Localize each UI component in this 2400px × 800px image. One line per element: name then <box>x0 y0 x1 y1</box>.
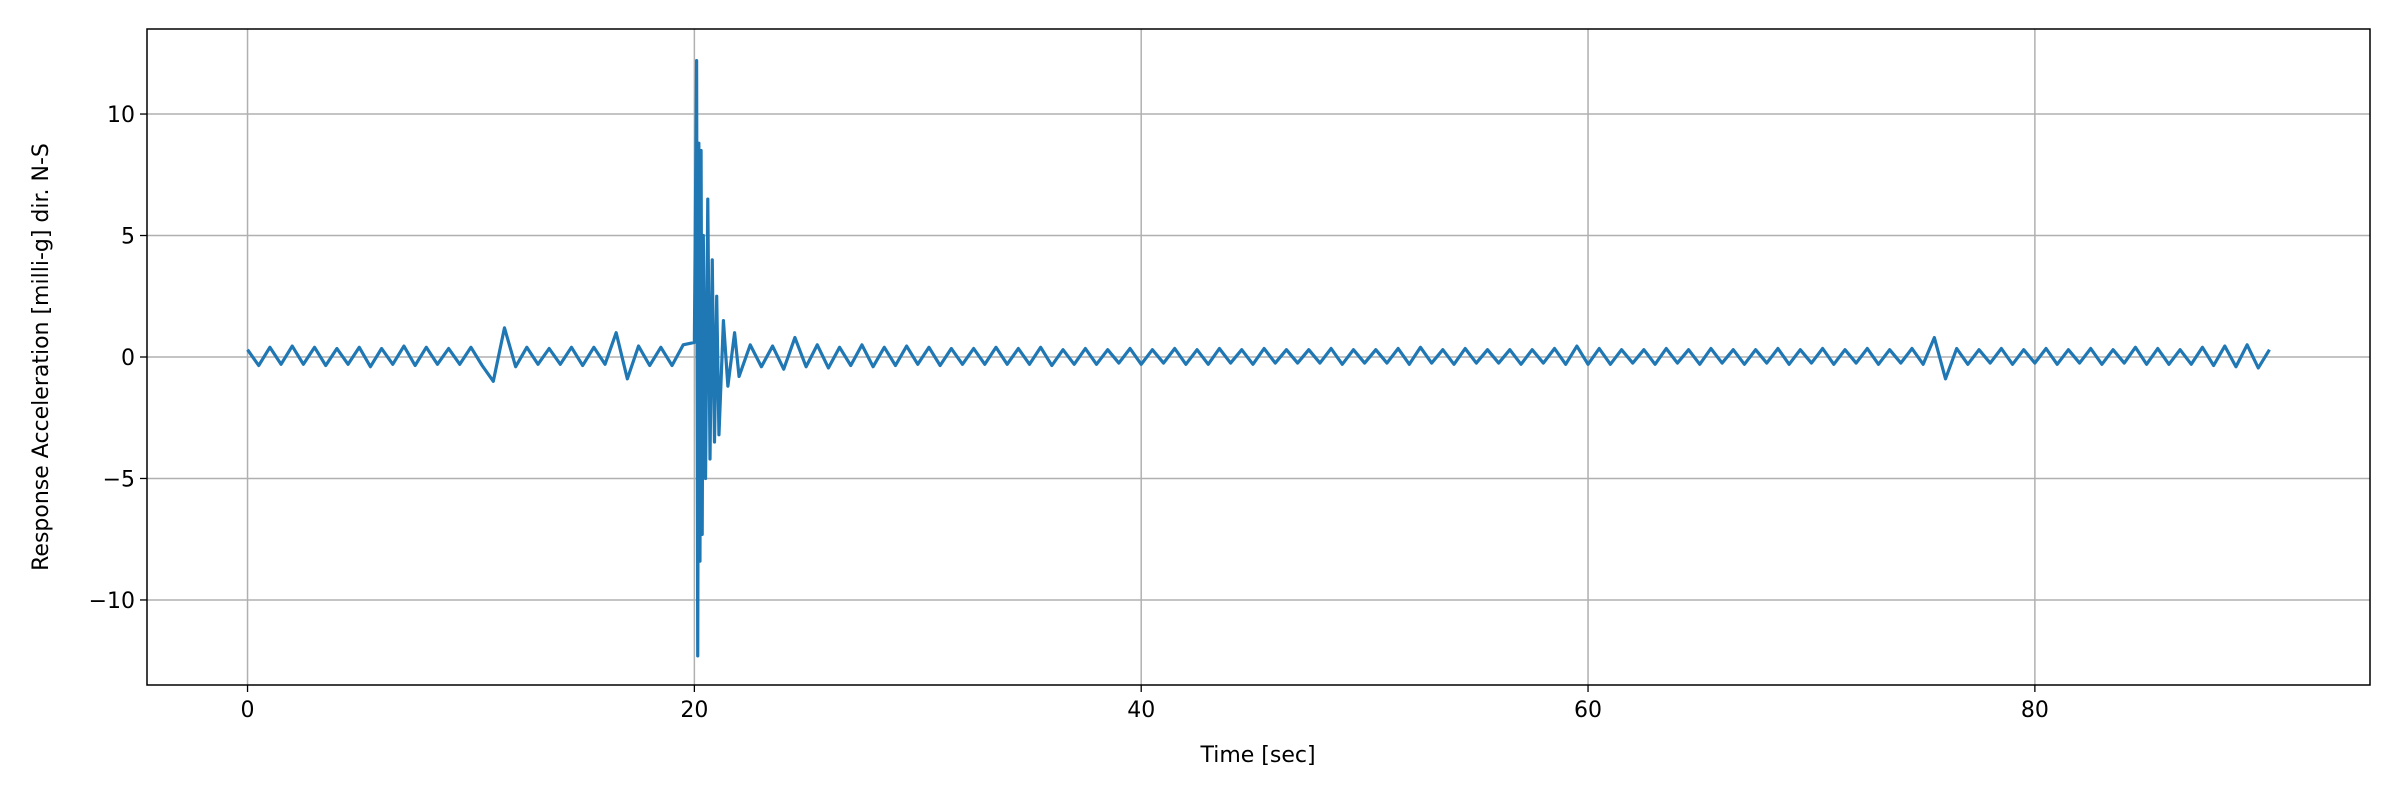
plot-frame <box>146 28 2371 686</box>
y-tick-label: 5 <box>121 225 135 250</box>
data-line <box>246 58 2271 658</box>
y-tick-label: 0 <box>121 346 135 371</box>
y-tick-label: 10 <box>107 103 135 128</box>
x-tick-label: 80 <box>2021 698 2049 723</box>
y-tick-label: −5 <box>103 467 135 492</box>
x-axis-label: Time [sec] <box>1199 743 1315 768</box>
y-tick-label: −10 <box>89 589 135 614</box>
y-axis-label: Response Acceleration [milli-g] dir. N-S <box>29 143 54 571</box>
x-tick-label: 0 <box>241 698 255 723</box>
x-tick-label: 20 <box>680 698 708 723</box>
x-tick-label: 40 <box>1127 698 1155 723</box>
x-tick-label: 60 <box>1574 698 1602 723</box>
